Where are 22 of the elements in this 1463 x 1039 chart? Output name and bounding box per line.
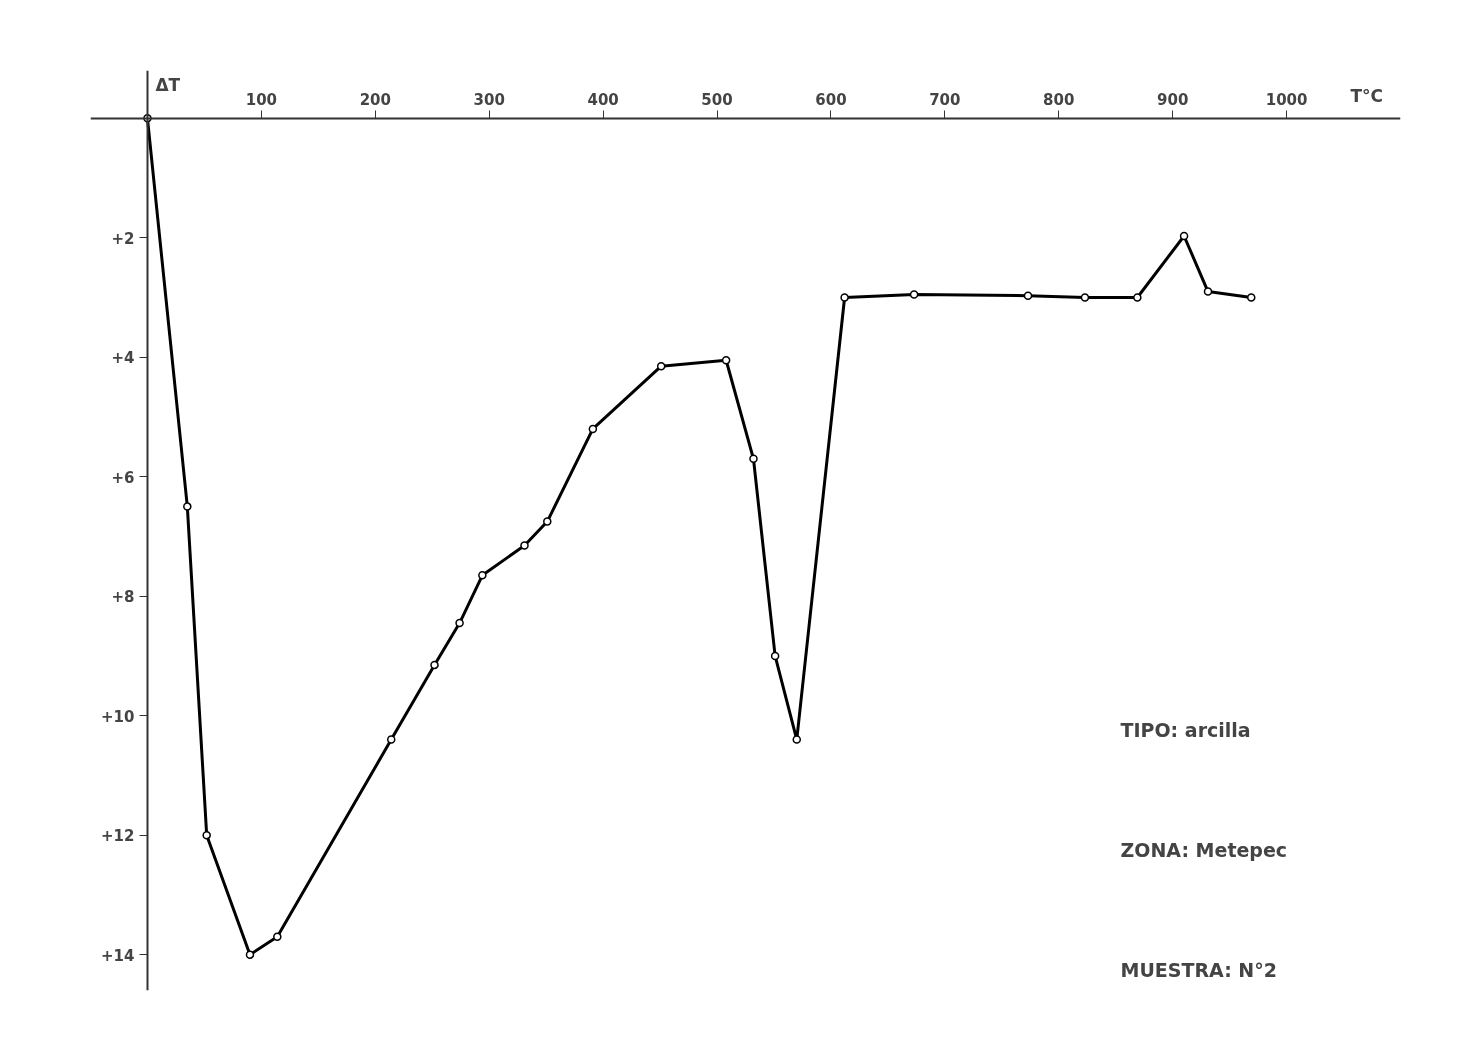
x-tick-label: 900 — [1157, 91, 1189, 110]
x-tick-label: 600 — [815, 91, 847, 110]
x-tick-label: 200 — [359, 91, 391, 110]
y-tick-label: +2 — [111, 229, 135, 248]
x-tick-label: 800 — [1043, 91, 1075, 110]
x-axis-title: T°C — [1350, 86, 1384, 107]
x-tick-label: 400 — [587, 91, 619, 110]
x-tick-label: 700 — [929, 91, 961, 110]
x-tick-label: 300 — [473, 91, 505, 110]
x-tick-label: 100 — [245, 91, 278, 110]
annotation: MUESTRA: N°2 — [1120, 958, 1277, 981]
x-tick-label: 1000 — [1265, 91, 1308, 110]
y-tick-label: +6 — [111, 468, 135, 487]
y-tick-label: +12 — [101, 827, 135, 846]
y-tick-label: +8 — [111, 588, 135, 607]
y-tick-label: +14 — [101, 946, 135, 965]
y-tick-label: +10 — [101, 707, 135, 726]
annotation: ZONA: Metepec — [1120, 838, 1288, 861]
x-tick-label: 500 — [701, 91, 733, 110]
annotation: TIPO: arcilla — [1120, 718, 1251, 741]
y-tick-label: +4 — [111, 349, 135, 368]
y-axis-title: ΔT — [155, 74, 181, 95]
